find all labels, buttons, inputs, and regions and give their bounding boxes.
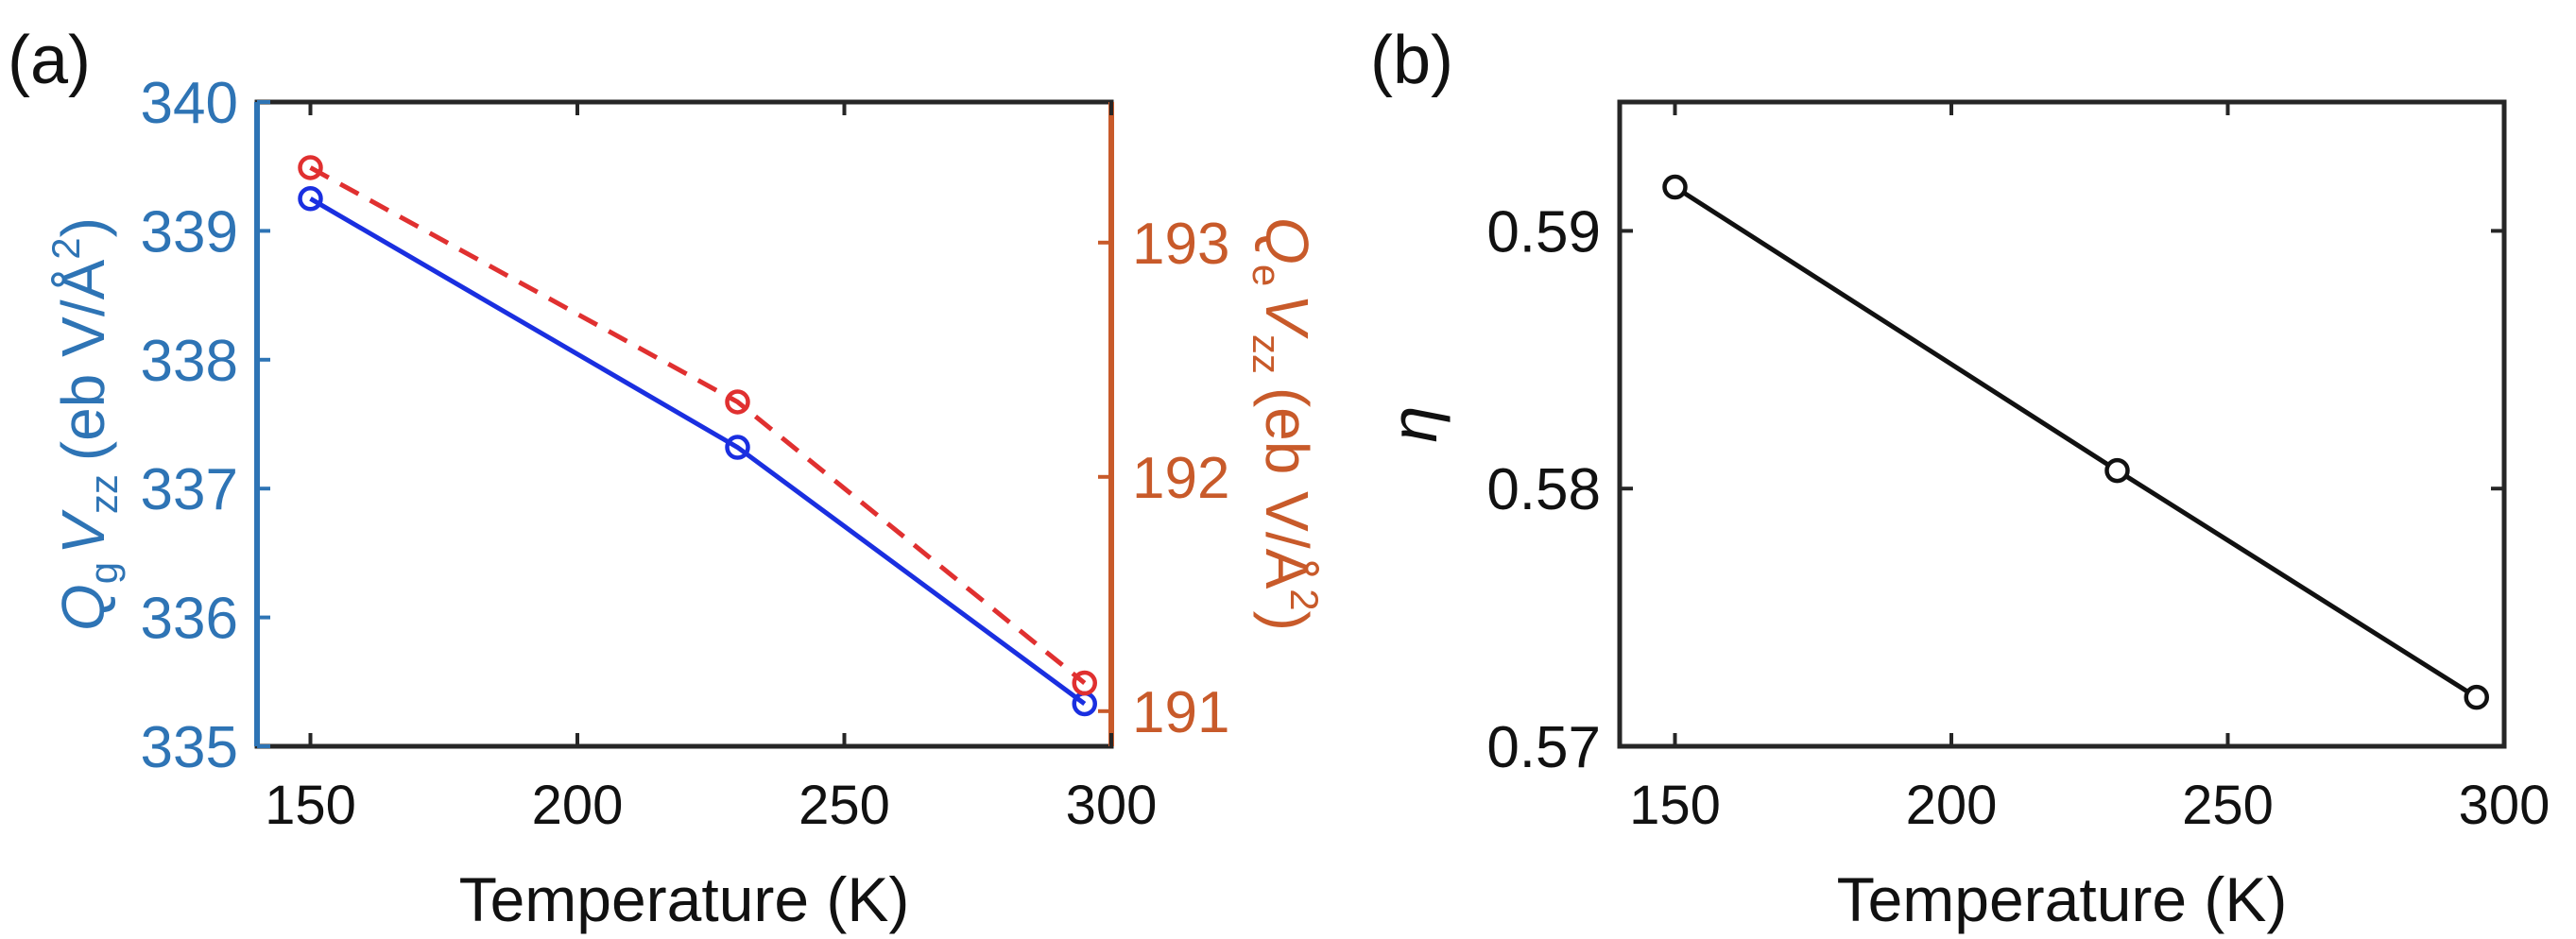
panel-b-y-tick-label: 0.59 bbox=[1486, 199, 1601, 265]
panel-b-data-point bbox=[1662, 174, 1688, 200]
panel-a-data-point bbox=[725, 389, 750, 415]
panel-a-left-y-tick-label: 335 bbox=[141, 715, 238, 780]
panel-a-x-tick-label: 250 bbox=[799, 775, 890, 836]
panel-a-right-y-tick-label: 192 bbox=[1132, 446, 1229, 511]
panel-b-x-tick-label: 250 bbox=[2182, 775, 2274, 836]
panel-a-series-line-qe bbox=[309, 165, 1087, 685]
panel-a-data-point bbox=[725, 435, 750, 460]
panel-b-data-point bbox=[2104, 457, 2130, 484]
panel-b-y-tick-label: 0.58 bbox=[1486, 457, 1601, 522]
panel-b-data-point bbox=[2464, 684, 2489, 710]
panel-b-series-line bbox=[1674, 184, 2479, 700]
panel-b-x-axis-label: Temperature (K) bbox=[1837, 864, 2288, 934]
panel-a-x-tick-label: 150 bbox=[265, 775, 356, 836]
panel-b-plot-frame bbox=[1617, 99, 2507, 749]
panel-a-left-y-tick-label: 339 bbox=[141, 199, 238, 265]
panel-b-x-tick-label: 150 bbox=[1629, 775, 1721, 836]
panel-a-data-point bbox=[298, 155, 323, 180]
panel-a-left-y-tick-label: 336 bbox=[141, 587, 238, 652]
panel-a-x-axis-label: Temperature (K) bbox=[459, 864, 910, 934]
panel-b-y-tick-label: 0.57 bbox=[1486, 715, 1601, 780]
panel-a-x-tick-label: 300 bbox=[1066, 775, 1158, 836]
panel-a-right-y-tick-label: 193 bbox=[1132, 212, 1229, 277]
panel-a-right-y-axis-label: QeVzz(eb V/Å2) bbox=[1245, 217, 1327, 631]
svg-text:QeVzz(eb V/Å2): QeVzz(eb V/Å2) bbox=[1245, 217, 1327, 631]
panel-a-left-y-tick-label: 340 bbox=[141, 71, 238, 136]
panel-a-left-y-axis-label: QgVzz(eb V/Å2) bbox=[43, 217, 126, 631]
panel-b-x-tick-label: 200 bbox=[1906, 775, 1998, 836]
panel-a-plot-frame bbox=[254, 99, 1114, 749]
panel-b-y-axis-label: η bbox=[1377, 406, 1451, 443]
panel-a-right-y-tick-label: 191 bbox=[1132, 680, 1229, 745]
panel-a-data-point bbox=[298, 186, 323, 212]
panel-a-label: (a) bbox=[8, 23, 91, 98]
panel-a-series-line-qg bbox=[309, 196, 1087, 706]
panel-a-left-y-tick-label: 337 bbox=[141, 457, 238, 522]
svg-text:QgVzz(eb V/Å2): QgVzz(eb V/Å2) bbox=[43, 217, 126, 631]
panel-a-left-y-tick-label: 338 bbox=[141, 329, 238, 394]
panel-a-data-point bbox=[1072, 670, 1097, 696]
panel-b-label: (b) bbox=[1370, 23, 1453, 98]
panel-b-x-tick-label: 300 bbox=[2459, 775, 2550, 836]
panel-a-x-tick-label: 200 bbox=[532, 775, 624, 836]
